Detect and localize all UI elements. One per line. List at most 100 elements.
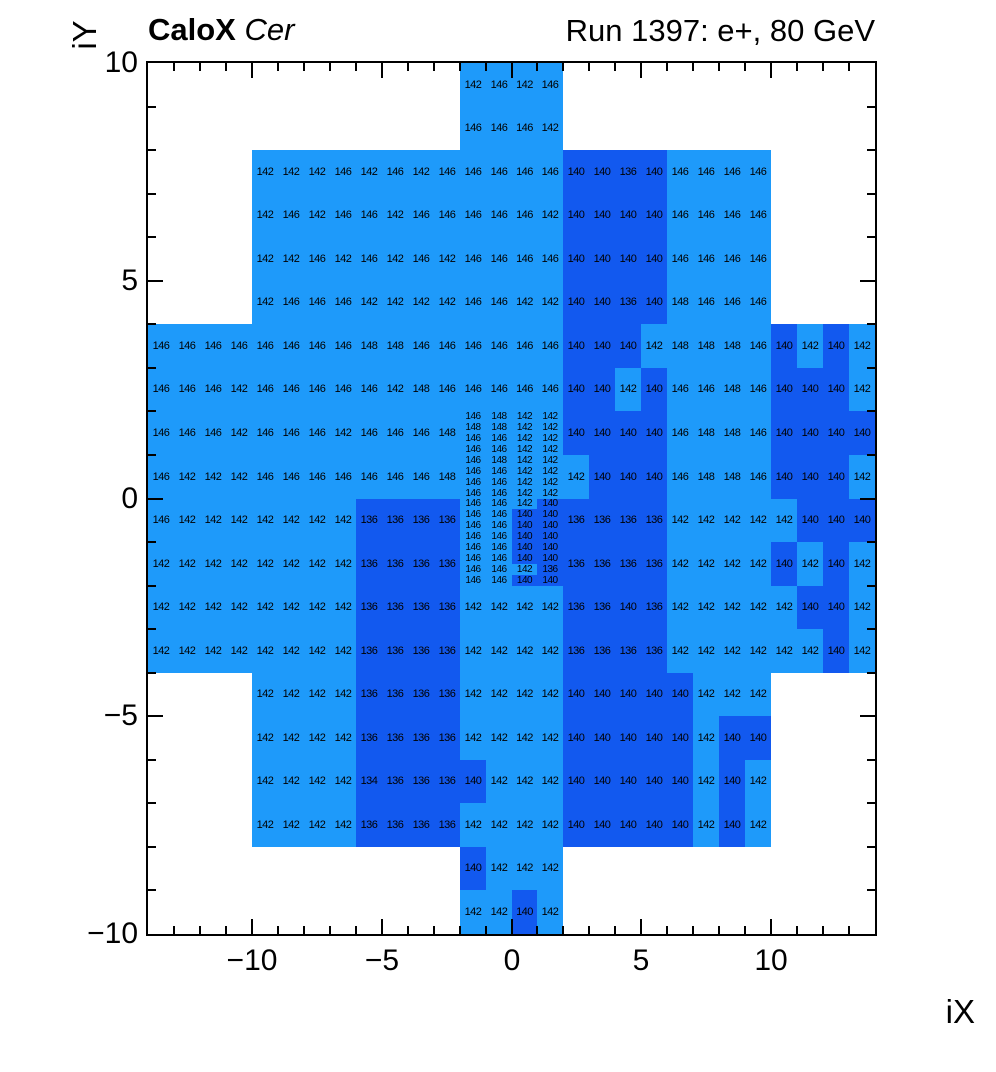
heatmap-cell: 142	[537, 890, 563, 934]
heatmap-cell: 142	[849, 455, 875, 499]
heatmap-cell: 140	[797, 368, 823, 411]
heatmap-cell: 142	[174, 542, 200, 586]
heatmap-cell: 142	[226, 411, 252, 455]
heatmap-cell: 142	[252, 499, 278, 542]
axis-tick	[251, 63, 253, 78]
heatmap-cell: 142	[719, 542, 745, 586]
axis-tick	[251, 919, 253, 934]
heatmap-cell: 146	[486, 433, 512, 444]
heatmap-cell: 142	[304, 586, 330, 629]
heatmap-cell: 142	[304, 629, 330, 673]
heatmap-cell: 136	[382, 760, 408, 803]
heatmap-cell: 140	[589, 150, 615, 194]
axis-tick	[867, 802, 875, 804]
axis-tick	[199, 926, 201, 934]
heatmap-cell: 146	[460, 575, 486, 586]
heatmap-cell: 134	[356, 760, 382, 803]
heatmap-cell: 136	[382, 542, 408, 586]
heatmap-cell: 136	[641, 542, 667, 586]
axis-tick	[770, 63, 772, 78]
axis-tick	[225, 926, 227, 934]
heatmap-cell: 146	[460, 444, 486, 455]
axis-tick	[796, 926, 798, 934]
heatmap-cell: 136	[434, 673, 460, 716]
heatmap-cell: 140	[615, 455, 641, 499]
plot-title-run-info: Run 1397: e+, 80 GeV	[565, 13, 875, 48]
axis-tick	[822, 63, 824, 71]
heatmap-cell: 142	[693, 586, 719, 629]
heatmap-cell: 146	[460, 237, 486, 281]
axis-tick	[173, 926, 175, 934]
heatmap-cell: 140	[641, 673, 667, 716]
heatmap-cell: 140	[641, 194, 667, 237]
heatmap-cell: 140	[563, 324, 589, 368]
heatmap-cell: 142	[512, 847, 537, 890]
axis-tick	[692, 63, 694, 71]
heatmap-cell: 148	[719, 368, 745, 411]
heatmap-cell: 146	[304, 455, 330, 499]
heatmap-cell: 142	[512, 433, 537, 444]
heatmap-cell: 146	[460, 509, 486, 520]
axis-tick	[867, 236, 875, 238]
heatmap-cell: 140	[797, 455, 823, 499]
heatmap-cell: 142	[382, 194, 408, 237]
heatmap-cell: 142	[641, 324, 667, 368]
heatmap-cell: 142	[537, 803, 563, 847]
axis-tick	[329, 926, 331, 934]
heatmap-cell: 146	[460, 520, 486, 531]
heatmap-cell: 136	[434, 716, 460, 760]
heatmap-cell: 142	[252, 194, 278, 237]
axis-tick	[867, 846, 875, 848]
heatmap-cell: 140	[563, 803, 589, 847]
axis-tick	[199, 63, 201, 71]
axis-tick	[381, 919, 383, 934]
heatmap-cell: 136	[408, 586, 434, 629]
heatmap-cell: 146	[537, 63, 563, 107]
heatmap-cell: 142	[849, 368, 875, 411]
heatmap-cell: 142	[512, 444, 537, 455]
heatmap-cell: 146	[356, 455, 382, 499]
axis-tick	[770, 919, 772, 934]
heatmap-cell: 140	[667, 760, 693, 803]
heatmap-cell: 142	[304, 194, 330, 237]
plot-title-left: CaloX Cer	[148, 12, 294, 48]
heatmap-cell: 140	[589, 411, 615, 455]
heatmap-cell: 146	[486, 194, 512, 237]
heatmap-cell: 136	[356, 629, 382, 673]
heatmap-cell: 142	[278, 499, 304, 542]
heatmap-cell: 142	[356, 281, 382, 324]
heatmap-cell: 146	[486, 553, 512, 564]
heatmap-cell: 142	[512, 564, 537, 575]
heatmap-cell: 142	[512, 455, 537, 466]
axis-tick	[718, 63, 720, 71]
heatmap-cell: 146	[174, 368, 200, 411]
heatmap-cell: 140	[719, 803, 745, 847]
heatmap-cell: 142	[667, 629, 693, 673]
heatmap-cell: 142	[330, 411, 356, 455]
heatmap-cell: 146	[667, 411, 693, 455]
heatmap-cell: 140	[563, 760, 589, 803]
heatmap-cell: 142	[226, 368, 252, 411]
heatmap-cell: 146	[330, 150, 356, 194]
heatmap-cell: 146	[719, 237, 745, 281]
heatmap-cell: 142	[512, 488, 537, 499]
heatmap-cell: 146	[148, 455, 174, 499]
heatmap-cell: 142	[512, 422, 537, 433]
x-tick-label: −10	[226, 944, 278, 977]
heatmap-cell: 140	[460, 847, 486, 890]
heatmap-cell: 136	[382, 499, 408, 542]
heatmap-cell: 146	[745, 281, 771, 324]
heatmap-cell: 140	[563, 368, 589, 411]
heatmap-cell: 146	[460, 150, 486, 194]
heatmap-cell: 140	[823, 368, 849, 411]
heatmap-cell: 146	[512, 194, 537, 237]
x-tick-label: 5	[632, 944, 650, 977]
heatmap-cell: 146	[486, 237, 512, 281]
heatmap-cell: 136	[356, 803, 382, 847]
heatmap-cell: 142	[745, 760, 771, 803]
heatmap-cell: 142	[252, 803, 278, 847]
axis-tick	[860, 280, 875, 282]
heatmap-cell: 140	[771, 542, 797, 586]
y-tick-label: 5	[121, 264, 138, 297]
heatmap-cell: 142	[693, 629, 719, 673]
